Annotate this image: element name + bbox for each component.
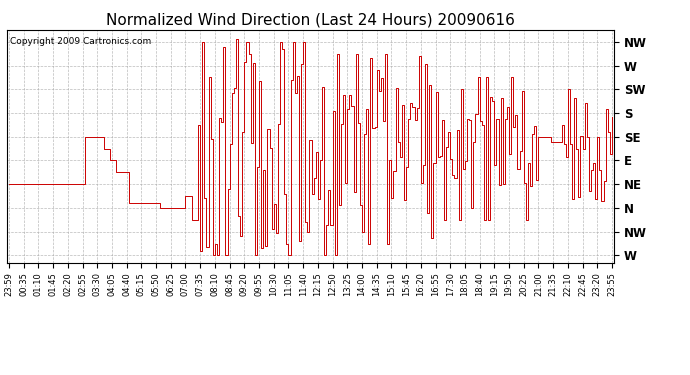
- Text: Copyright 2009 Cartronics.com: Copyright 2009 Cartronics.com: [10, 37, 151, 46]
- Title: Normalized Wind Direction (Last 24 Hours) 20090616: Normalized Wind Direction (Last 24 Hours…: [106, 12, 515, 27]
